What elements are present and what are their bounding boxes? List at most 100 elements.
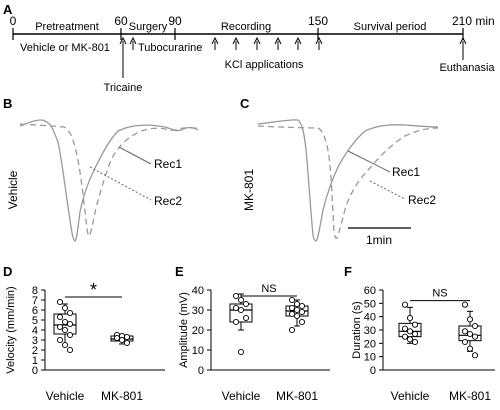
phase-label: Survival period xyxy=(354,21,427,33)
phase-label: Recording xyxy=(221,21,271,33)
y-tick-label: 10 xyxy=(192,345,204,357)
y-tick-label: 4 xyxy=(32,325,38,337)
y-tick-label: 20 xyxy=(192,325,204,337)
data-point xyxy=(471,322,479,330)
data-point xyxy=(237,348,245,356)
rec2-pointer xyxy=(369,180,406,200)
treatment-note: Vehicle or MK-801 xyxy=(20,42,110,54)
y-axis-label: Velocity (mm/min) xyxy=(5,286,17,373)
timeline-tick-label: 0 xyxy=(10,14,17,28)
data-point xyxy=(113,334,121,342)
data-point xyxy=(406,328,414,335)
data-point xyxy=(288,304,296,312)
y-tick-label: 0 xyxy=(32,365,38,377)
y-axis-label: Amplitude (mV) xyxy=(178,292,190,368)
data-point xyxy=(401,301,409,308)
panel-label-b: B xyxy=(3,96,12,111)
data-point xyxy=(232,304,240,312)
y-tick-label: 7 xyxy=(32,295,38,307)
timeline-tick-label: 150 xyxy=(308,14,328,28)
box xyxy=(53,313,77,335)
y-tick-label: 60 xyxy=(364,285,376,297)
data-point xyxy=(288,296,296,304)
box xyxy=(229,303,253,323)
data-point xyxy=(242,314,250,322)
rec2-label: Rec2 xyxy=(408,193,436,207)
data-point xyxy=(288,310,296,318)
rec1-label: Rec1 xyxy=(154,157,182,171)
y-axis-label: Duration (s) xyxy=(351,301,363,358)
data-point xyxy=(237,306,245,314)
data-point xyxy=(471,352,479,359)
data-point xyxy=(232,292,240,300)
data-point xyxy=(242,300,250,308)
panel-label-c: C xyxy=(240,96,250,111)
data-point xyxy=(56,298,64,306)
data-point xyxy=(466,330,474,338)
phase-label: Surgery xyxy=(129,21,168,33)
data-point xyxy=(401,333,409,340)
phase-label: Pretreatment xyxy=(35,21,99,33)
event-arrows xyxy=(119,36,467,78)
y-tick-label: 1 xyxy=(32,355,38,367)
y-tick-label: 10 xyxy=(364,352,376,364)
data-point xyxy=(56,313,64,321)
tricaine-note: Tricaine xyxy=(104,82,143,94)
data-point xyxy=(461,328,469,335)
data-point xyxy=(66,309,74,317)
y-tick-label: 5 xyxy=(32,315,38,327)
data-point xyxy=(411,321,419,328)
rec1-pointer xyxy=(118,146,152,165)
timeline-tick-label: 90 xyxy=(168,14,182,28)
y-tick-label: 3 xyxy=(32,335,38,347)
data-point xyxy=(293,300,301,308)
data-point xyxy=(406,314,414,322)
panel-label-e: E xyxy=(175,264,184,279)
timeline-tick-label: 60 xyxy=(114,14,128,28)
data-point xyxy=(293,312,301,320)
y-tick-label: 40 xyxy=(364,312,376,324)
y-tick-label: 30 xyxy=(364,325,376,337)
data-point xyxy=(411,338,419,346)
trace-rec2 xyxy=(19,123,198,237)
category-label: Vehicle xyxy=(46,389,85,403)
box xyxy=(458,325,482,342)
category-label: Vehicle xyxy=(391,389,430,403)
data-point xyxy=(56,336,64,344)
timeline-tick-label: 210 min xyxy=(452,14,495,28)
y-tick-label: 6 xyxy=(32,305,38,317)
trace-rec1 xyxy=(257,119,439,242)
rec1-label: Rec1 xyxy=(392,165,420,179)
data-point xyxy=(56,323,64,331)
data-point xyxy=(61,318,69,326)
data-point xyxy=(66,346,74,354)
data-point xyxy=(232,318,240,326)
data-point xyxy=(61,304,69,312)
data-point xyxy=(66,331,74,339)
significance-label: * xyxy=(90,280,97,300)
category-label: MK-801 xyxy=(276,389,318,403)
data-point xyxy=(298,318,306,326)
y-tick-label: 50 xyxy=(364,298,376,310)
rec2-label: Rec2 xyxy=(154,194,182,208)
category-label: Vehicle xyxy=(222,389,261,403)
significance-label: NS xyxy=(432,288,447,300)
significance-label: NS xyxy=(261,283,276,295)
y-tick-label: 20 xyxy=(364,338,376,350)
trace-condition-label: MK-801 xyxy=(242,169,256,211)
trace-rec2 xyxy=(257,125,439,239)
panel-label-d: D xyxy=(3,264,12,279)
trace-panel-mk801: C MK-801 Rec1 Rec2 1min xyxy=(240,96,439,247)
timeline-panel: A 0 60 90 150 210 min Pretreatment Surge… xyxy=(3,2,495,94)
category-label: MK-801 xyxy=(449,389,491,403)
scale-bar-label: 1min xyxy=(366,233,392,247)
data-point xyxy=(466,345,474,352)
trace-panel-vehicle: B Vehicle Rec1 Rec2 xyxy=(3,96,199,242)
data-point xyxy=(401,325,409,332)
y-tick-label: 0 xyxy=(370,365,376,377)
rec2-pointer xyxy=(89,166,152,201)
y-tick-label: 2 xyxy=(32,345,38,357)
y-tick-label: 0 xyxy=(198,365,204,377)
